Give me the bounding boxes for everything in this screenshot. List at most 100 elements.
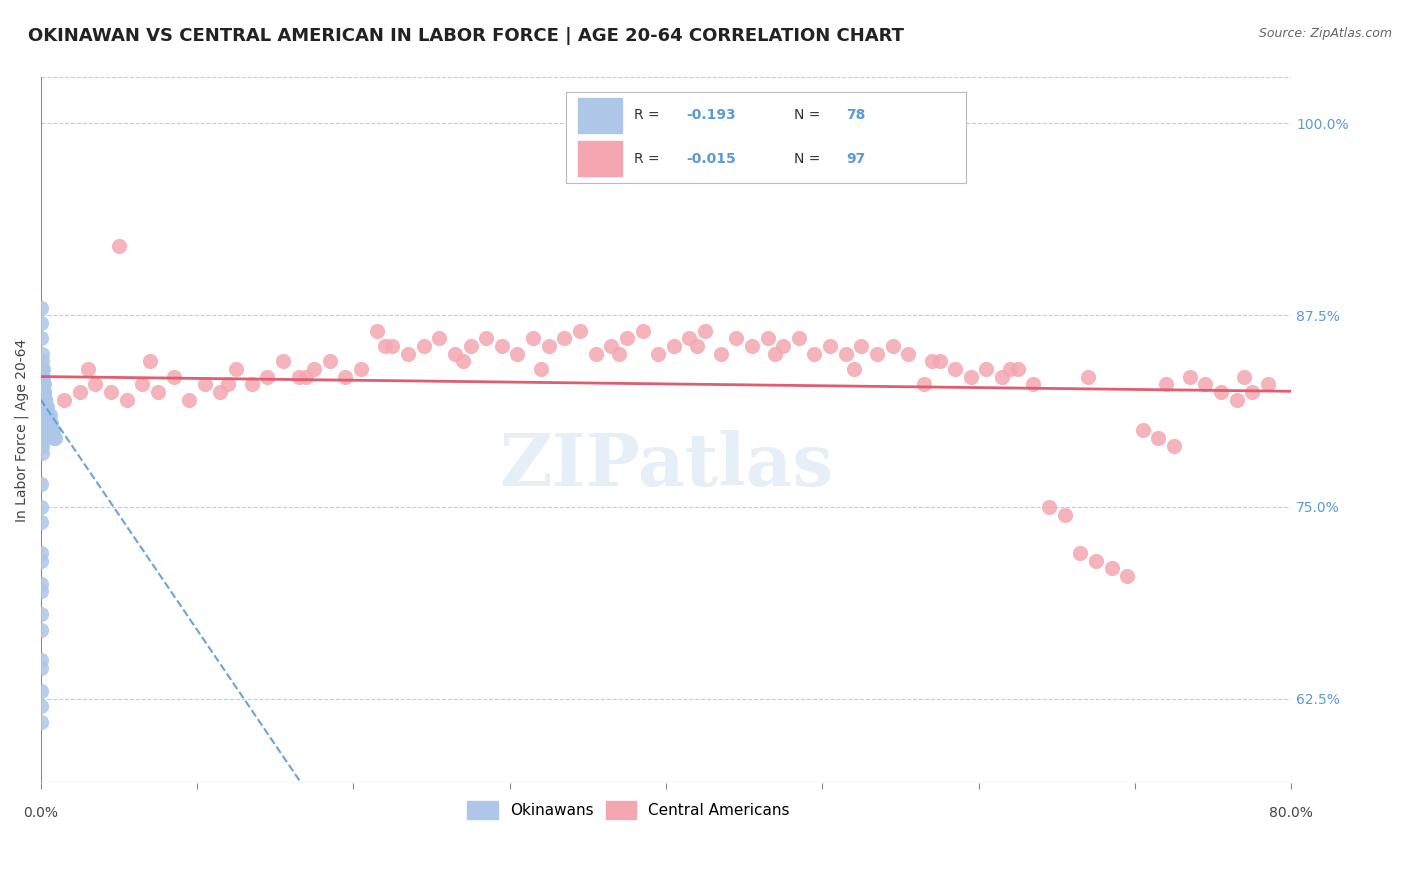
Point [287, 369, 309, 384]
Point [31, 446, 53, 460]
Point [32, 416, 55, 430]
Point [32, 392, 55, 407]
Point [256, 369, 278, 384]
Point [31, 369, 53, 384]
Point [44, 431, 66, 445]
Point [537, 339, 560, 353]
Point [30, 516, 52, 530]
Point [32, 369, 55, 384]
Point [41, 423, 63, 437]
Point [84, 377, 107, 392]
Point [31, 392, 53, 407]
Point [662, 339, 685, 353]
Point [959, 369, 981, 384]
Point [31, 354, 53, 368]
Point [1007, 362, 1029, 376]
Point [530, 362, 553, 376]
Point [1132, 423, 1154, 437]
Point [522, 331, 544, 345]
Point [30, 408, 52, 422]
Point [34, 401, 56, 415]
Point [42, 423, 65, 437]
Point [30, 584, 52, 599]
Point [30, 546, 52, 560]
Point [912, 377, 935, 392]
Point [30, 477, 52, 491]
Point [30, 576, 52, 591]
Point [39, 408, 62, 422]
Point [412, 339, 434, 353]
Point [30, 623, 52, 637]
Point [1241, 384, 1264, 399]
Point [460, 339, 482, 353]
Point [32, 401, 55, 415]
Point [100, 384, 122, 399]
Point [34, 392, 56, 407]
Point [30, 401, 52, 415]
Point [240, 377, 263, 392]
Point [39, 416, 62, 430]
Point [146, 384, 169, 399]
Point [30, 699, 52, 714]
Point [1101, 561, 1123, 575]
Point [818, 339, 841, 353]
Point [34, 392, 56, 407]
Point [444, 346, 467, 360]
Point [30, 607, 52, 622]
Point [139, 354, 162, 368]
Point [374, 339, 396, 353]
Point [335, 369, 357, 384]
Point [30, 684, 52, 698]
Point [31, 362, 53, 376]
Point [34, 401, 56, 415]
Point [451, 354, 474, 368]
Point [1257, 377, 1279, 392]
Point [585, 346, 607, 360]
Point [302, 362, 325, 376]
Point [76, 362, 98, 376]
Point [741, 339, 763, 353]
Point [32, 362, 55, 376]
Point [32, 384, 55, 399]
Point [835, 346, 858, 360]
Point [30, 714, 52, 729]
Point [42, 431, 65, 445]
Point [32, 416, 55, 430]
Point [37, 408, 59, 422]
Point [34, 408, 56, 422]
Point [217, 377, 239, 392]
Point [30, 392, 52, 407]
Point [319, 354, 342, 368]
Point [553, 331, 575, 345]
Legend: Okinawans, Central Americans: Okinawans, Central Americans [461, 795, 796, 825]
Point [1147, 431, 1170, 445]
Text: 80.0%: 80.0% [1270, 806, 1313, 820]
Point [41, 423, 63, 437]
Point [115, 392, 138, 407]
Point [1069, 546, 1091, 560]
Point [34, 401, 56, 415]
Point [30, 423, 52, 437]
Point [34, 408, 56, 422]
Point [37, 408, 59, 422]
Point [31, 439, 53, 453]
Point [366, 324, 388, 338]
Point [34, 392, 56, 407]
Point [647, 346, 669, 360]
Point [35, 408, 58, 422]
Point [162, 369, 184, 384]
Point [866, 346, 889, 360]
Point [295, 369, 318, 384]
Point [38, 416, 60, 430]
Point [30, 661, 52, 675]
Text: Source: ZipAtlas.com: Source: ZipAtlas.com [1258, 27, 1392, 40]
Point [1053, 508, 1076, 522]
Point [1038, 500, 1060, 514]
Point [31, 416, 53, 430]
Point [30, 500, 52, 514]
Point [30, 431, 52, 445]
Text: OKINAWAN VS CENTRAL AMERICAN IN LABOR FORCE | AGE 20-64 CORRELATION CHART: OKINAWAN VS CENTRAL AMERICAN IN LABOR FO… [28, 27, 904, 45]
Point [693, 324, 716, 338]
Point [209, 384, 232, 399]
Point [1233, 369, 1256, 384]
